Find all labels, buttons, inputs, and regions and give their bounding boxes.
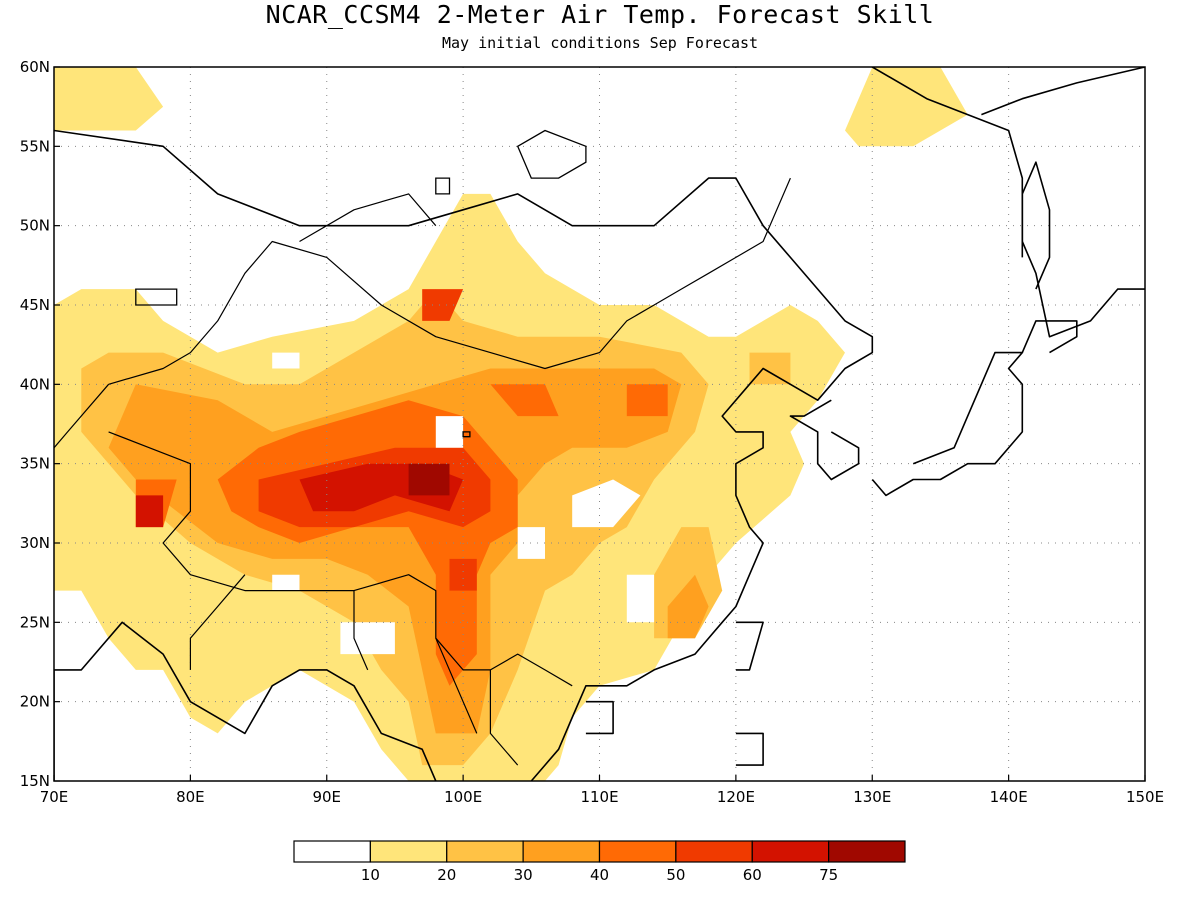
coastline-6 [981, 67, 1145, 116]
colorbar-swatch-1 [369, 840, 448, 863]
coastline-9 [735, 732, 764, 766]
colorbar-swatch-4 [598, 840, 677, 863]
lat-tick-label: 55N [20, 137, 50, 155]
coastlines [54, 67, 1145, 781]
colorbar: 10 20 30 40 50 60 75 [293, 840, 906, 884]
lon-tick-label: 110E [580, 788, 618, 806]
lake-outline-1 [135, 288, 178, 306]
skill-region-5 [749, 352, 791, 385]
coastline-1 [789, 399, 860, 481]
low-skill-patch-2 [572, 479, 641, 528]
skill-shading [54, 67, 968, 781]
colorbar-label: 20 [437, 866, 456, 884]
coastline-5 [871, 67, 1145, 338]
coastline-8 [585, 700, 614, 735]
country-border-7 [54, 383, 110, 449]
colorbar-label: 10 [361, 866, 380, 884]
skill-region-11 [626, 384, 668, 417]
coastline-10 [54, 621, 437, 781]
lon-tick-label: 100E [444, 788, 482, 806]
skill-region-17 [408, 463, 450, 496]
colorbar-label: 75 [819, 866, 838, 884]
lon-tick-label: 80E [176, 788, 205, 806]
skill-region-13 [422, 289, 464, 321]
country-border-2 [299, 193, 437, 243]
graticule [54, 67, 1145, 781]
country-border-4 [353, 590, 369, 671]
coastline-4 [1021, 161, 1051, 290]
coastline-3 [1021, 320, 1078, 354]
lat-tick-label: 35N [20, 455, 50, 473]
colorbar-swatch-6 [751, 840, 830, 863]
colorbar-label: 60 [743, 866, 762, 884]
lat-tick-label: 20N [20, 693, 50, 711]
lat-tick-label: 30N [20, 534, 50, 552]
colorbar-label: 50 [666, 866, 685, 884]
figure-subtitle: May initial conditions Sep Forecast [441, 34, 759, 52]
lon-tick-label: 70E [40, 788, 69, 806]
colorbar-label: 40 [590, 866, 609, 884]
skill-region-0 [54, 67, 164, 131]
lon-tick-label: 120E [717, 788, 755, 806]
coastline-2 [871, 351, 1024, 497]
colorbar-swatch-0 [293, 840, 371, 863]
low-skill-patch-5 [340, 622, 395, 655]
lon-tick-label: 140E [990, 788, 1028, 806]
lat-tick-label: 15N [20, 772, 50, 790]
lat-tick-label: 25N [20, 613, 50, 631]
country-border-5 [435, 637, 478, 734]
skill-region-10 [490, 384, 559, 417]
coastline-0 [54, 129, 874, 781]
colorbar-swatch-2 [446, 840, 524, 863]
country-border-1 [108, 177, 791, 385]
coastline-7 [735, 621, 764, 671]
lat-tick-label: 40N [20, 375, 50, 393]
lon-tick-label: 130E [853, 788, 891, 806]
skill-region-1 [845, 67, 968, 147]
lake-outline-2 [462, 431, 471, 438]
axis-ticks: 70E 80E 90E 100E 110E 120E 130E 140E 150E 15N 20N 2… [20, 58, 1164, 806]
lon-tick-label: 150E [1126, 788, 1164, 806]
low-skill-patch-6 [626, 574, 655, 623]
skill-region-14 [449, 558, 477, 591]
colorbar-label: 30 [514, 866, 533, 884]
colorbar-swatch-5 [675, 840, 753, 863]
low-skill-patch-4 [272, 574, 300, 591]
country-border-6 [489, 669, 519, 766]
lake-outline-0 [516, 129, 587, 179]
figure-title: NCAR_CCSM4 2-Meter Air Temp. Forecast Sk… [265, 0, 935, 29]
lat-tick-label: 50N [20, 217, 50, 235]
country-border-3 [189, 574, 246, 670]
colorbar-swatch-3 [522, 840, 601, 863]
lake-outline-3 [435, 177, 451, 195]
lon-tick-label: 90E [312, 788, 341, 806]
lat-tick-label: 45N [20, 296, 50, 314]
skill-region-16 [135, 495, 164, 528]
colorbar-swatch-7 [828, 840, 906, 863]
low-skill-patch-1 [272, 352, 300, 369]
low-skill-patch-3 [517, 527, 545, 559]
lat-tick-label: 60N [20, 58, 50, 76]
low-skill-patch-0 [435, 416, 464, 448]
